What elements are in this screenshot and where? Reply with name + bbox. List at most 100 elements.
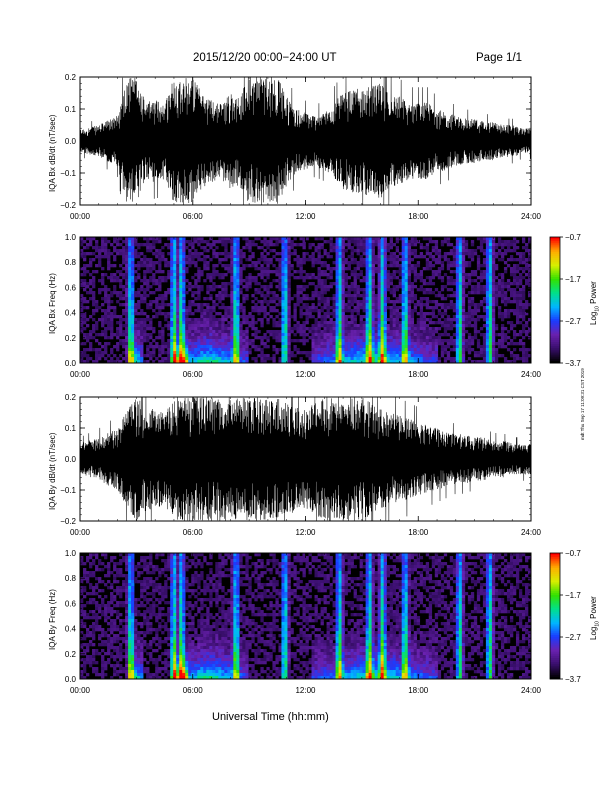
spectrogram-1-cell bbox=[344, 345, 348, 349]
spectrogram-1-cell bbox=[140, 312, 144, 316]
spectrogram-1-cell bbox=[284, 318, 288, 322]
spectrogram-1-cell bbox=[119, 243, 123, 247]
spectrogram-1-cell bbox=[407, 333, 412, 337]
spectrogram-1-cell bbox=[503, 333, 508, 337]
spectrogram-1-cell bbox=[440, 288, 445, 292]
spectrogram-1-cell bbox=[116, 345, 120, 349]
spectrogram-1-cell bbox=[332, 360, 336, 364]
spectrogram-1-cell bbox=[230, 318, 234, 322]
spectrogram-1-cell bbox=[182, 291, 186, 295]
spectrogram-1-cell bbox=[329, 273, 333, 277]
spectrogram-1-cell bbox=[428, 282, 433, 286]
spectrogram-1-cell bbox=[143, 312, 147, 316]
spectrogram-1-cell bbox=[134, 324, 138, 328]
spectrogram-1-cell bbox=[101, 324, 105, 328]
spectrogram-1-cell bbox=[377, 243, 381, 247]
spectrogram-1-cell bbox=[377, 348, 381, 352]
spectrogram-1-cell bbox=[122, 288, 126, 292]
spectrogram-1-cell bbox=[434, 315, 439, 319]
spectrogram-1-cell bbox=[506, 360, 511, 364]
spectrogram-1-cell bbox=[245, 318, 249, 322]
spectrogram-1-cell bbox=[449, 276, 454, 280]
spectrogram-1-cell bbox=[392, 357, 396, 361]
spectrogram-1-cell bbox=[446, 321, 451, 325]
spectrogram-1-cell bbox=[524, 321, 529, 325]
spectrogram-1-cell bbox=[152, 291, 156, 295]
spectrogram-1-cell bbox=[224, 312, 228, 316]
spectrogram-1-cell bbox=[119, 321, 123, 325]
spectrogram-1-cell bbox=[227, 357, 231, 361]
spectrogram-1-cell bbox=[182, 249, 186, 253]
spectrogram-1-cell bbox=[281, 276, 285, 280]
spectrogram-1-cell bbox=[473, 336, 478, 340]
spectrogram-1-cell bbox=[512, 336, 517, 340]
panel-1-ytick-label: 0.0 bbox=[65, 359, 77, 368]
spectrogram-1-cell bbox=[176, 342, 180, 346]
spectrogram-1-cell bbox=[425, 246, 430, 250]
spectrogram-1-cell bbox=[470, 270, 475, 274]
spectrogram-1-cell bbox=[509, 240, 514, 244]
spectrogram-1-cell bbox=[401, 279, 406, 283]
colorbar-1-swatch bbox=[550, 321, 560, 324]
spectrogram-1-cell bbox=[101, 351, 105, 355]
spectrogram-1-cell bbox=[488, 294, 493, 298]
spectrogram-1-cell bbox=[380, 267, 384, 271]
spectrogram-1-cell bbox=[323, 333, 327, 337]
spectrogram-1-cell bbox=[227, 237, 231, 241]
spectrogram-1-cell bbox=[521, 297, 526, 301]
spectrogram-1-cell bbox=[422, 318, 427, 322]
spectrogram-1-cell bbox=[383, 240, 387, 244]
spectrogram-1-cell bbox=[296, 303, 300, 307]
spectrogram-3-cell bbox=[80, 577, 84, 581]
spectrogram-1-cell bbox=[407, 318, 412, 322]
spectrogram-1-cell bbox=[233, 360, 237, 364]
spectrogram-1-cell bbox=[188, 309, 192, 313]
spectrogram-1-cell bbox=[86, 354, 90, 358]
spectrogram-1-cell bbox=[395, 288, 400, 292]
spectrogram-1-cell bbox=[287, 321, 291, 325]
spectrogram-1-cell bbox=[128, 318, 132, 322]
spectrogram-1-cell bbox=[335, 333, 339, 337]
spectrogram-1-cell bbox=[278, 318, 282, 322]
spectrogram-1-cell bbox=[512, 270, 517, 274]
colorbar-1-swatch bbox=[550, 344, 560, 347]
spectrogram-1-cell bbox=[335, 297, 339, 301]
spectrogram-1-cell bbox=[203, 336, 207, 340]
spectrogram-1-cell bbox=[194, 327, 198, 331]
spectrogram-1-cell bbox=[323, 354, 327, 358]
spectrogram-1-cell bbox=[350, 297, 354, 301]
spectrogram-1-cell bbox=[221, 315, 225, 319]
spectrogram-1-cell bbox=[200, 345, 204, 349]
spectrogram-1-cell bbox=[200, 303, 204, 307]
spectrogram-1-cell bbox=[401, 345, 406, 349]
spectrogram-1-cell bbox=[80, 357, 84, 361]
spectrogram-1-cell bbox=[209, 354, 213, 358]
spectrogram-1-cell bbox=[371, 267, 375, 271]
spectrogram-1-cell bbox=[488, 297, 493, 301]
spectrogram-1-cell bbox=[314, 258, 318, 262]
spectrogram-1-cell bbox=[356, 273, 360, 277]
spectrogram-1-cell bbox=[461, 285, 466, 289]
spectrogram-1-cell bbox=[272, 309, 276, 313]
spectrogram-1-cell bbox=[515, 300, 520, 304]
spectrogram-1-cell bbox=[524, 267, 529, 271]
spectrogram-1-cell bbox=[188, 288, 192, 292]
spectrogram-1-cell bbox=[188, 252, 192, 256]
spectrogram-1-cell bbox=[392, 285, 396, 289]
spectrogram-1-cell bbox=[446, 276, 451, 280]
spectrogram-1-cell bbox=[179, 240, 183, 244]
spectrogram-1-cell bbox=[308, 246, 312, 250]
spectrogram-1-cell bbox=[521, 285, 526, 289]
spectrogram-1-cell bbox=[125, 240, 129, 244]
spectrogram-1-cell bbox=[380, 285, 384, 289]
spectrogram-1-cell bbox=[365, 282, 369, 286]
spectrogram-1-cell bbox=[353, 354, 357, 358]
spectrogram-1-cell bbox=[125, 348, 129, 352]
spectrogram-1-cell bbox=[452, 294, 457, 298]
spectrogram-1-cell bbox=[98, 354, 102, 358]
spectrogram-1-cell bbox=[263, 243, 267, 247]
spectrogram-1-cell bbox=[368, 312, 372, 316]
spectrogram-1-cell bbox=[227, 282, 231, 286]
spectrogram-1-cell bbox=[398, 264, 403, 268]
spectrogram-1-cell bbox=[410, 321, 415, 325]
